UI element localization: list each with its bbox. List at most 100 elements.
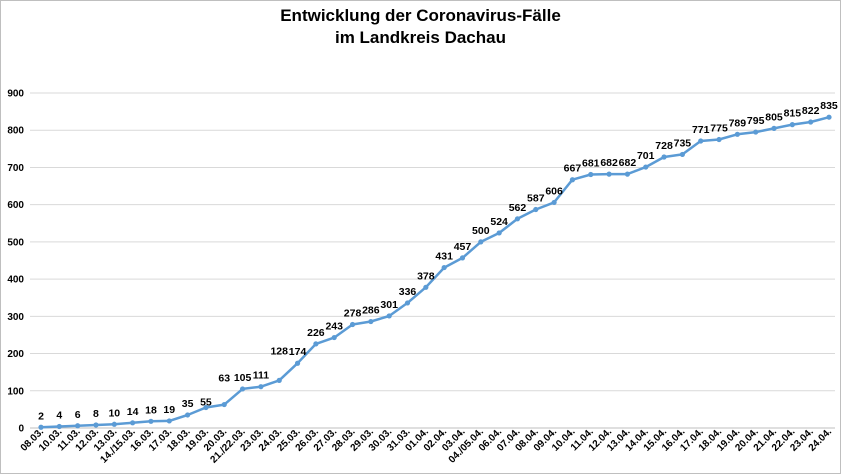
data-label: 701	[637, 150, 655, 162]
data-point	[368, 318, 374, 325]
y-axis-ticks: 0 100 200 300 400 500 600 700 800 900	[7, 89, 24, 435]
data-label: 431	[435, 251, 453, 263]
data-point	[551, 199, 557, 206]
data-label: 667	[564, 163, 582, 175]
data-point	[130, 420, 136, 426]
data-point	[698, 138, 704, 144]
data-label: 105	[234, 372, 252, 384]
data-point	[404, 300, 411, 306]
y-tick-label: 100	[7, 386, 24, 397]
data-point	[313, 341, 319, 347]
y-tick-label: 900	[7, 89, 24, 100]
chart-title-line1: Entwicklung der Coronavirus-Fälle	[280, 6, 561, 25]
data-point	[496, 230, 502, 236]
series-cases	[38, 114, 832, 430]
data-point	[221, 401, 227, 408]
data-label: 457	[454, 241, 472, 253]
y-tick-label: 300	[7, 312, 24, 323]
data-label: 775	[710, 123, 728, 135]
data-label: 111	[253, 370, 270, 382]
data-point	[606, 171, 612, 177]
data-label: 14	[127, 406, 139, 418]
data-label: 681	[582, 158, 600, 170]
data-label: 10	[108, 407, 120, 419]
series-line	[40, 115, 830, 429]
data-point	[148, 418, 154, 424]
chart-title-line2: im Landkreis Dachau	[334, 28, 506, 47]
data-point	[478, 239, 484, 245]
data-label: 174	[289, 346, 307, 358]
data-label: 771	[692, 124, 710, 136]
data-point	[441, 264, 447, 271]
data-point	[331, 334, 337, 341]
data-label: 8	[93, 408, 99, 420]
data-label: 336	[399, 286, 417, 298]
data-label: 286	[362, 305, 380, 317]
y-tick-label: 400	[7, 275, 24, 286]
data-label: 35	[182, 398, 194, 410]
data-point	[643, 164, 649, 170]
data-label: 524	[490, 216, 508, 228]
y-tick-label: 500	[7, 237, 24, 248]
data-label: 562	[509, 202, 527, 214]
data-point	[514, 216, 521, 222]
data-label: 301	[380, 299, 398, 311]
data-point	[56, 423, 62, 430]
data-label: 128	[270, 345, 288, 357]
data-point	[386, 313, 392, 319]
data-label: 795	[747, 115, 765, 127]
data-label: 278	[344, 308, 362, 320]
data-label: 835	[820, 100, 838, 112]
data-label: 822	[802, 105, 820, 117]
data-point	[459, 255, 466, 261]
data-point	[349, 321, 356, 328]
data-point	[203, 404, 209, 411]
chart-title: Entwicklung der Coronavirus-Fälle im Lan…	[0, 5, 841, 49]
data-point	[533, 206, 539, 213]
data-label: 378	[417, 270, 435, 282]
y-tick-label: 0	[18, 424, 24, 435]
data-label: 4	[56, 410, 62, 422]
data-point	[661, 154, 667, 160]
data-label: 19	[163, 404, 175, 416]
data-point	[771, 125, 777, 131]
x-axis-ticks: 08.03.10.03.11.03.12.03.13.03.14./15.03.…	[19, 426, 835, 465]
data-label: 63	[218, 373, 230, 385]
data-point	[75, 423, 81, 429]
data-label: 789	[729, 117, 747, 129]
data-label: 682	[619, 157, 637, 169]
data-point	[753, 129, 759, 135]
data-point	[716, 136, 722, 143]
y-tick-label: 800	[7, 126, 24, 137]
data-label: 682	[600, 157, 618, 169]
data-point	[239, 386, 246, 392]
data-label: 735	[674, 137, 692, 149]
y-tick-label: 200	[7, 349, 24, 360]
data-label: 226	[307, 327, 325, 339]
data-point	[624, 171, 631, 177]
data-label: 805	[765, 111, 783, 123]
data-point	[166, 418, 172, 424]
data-point	[679, 151, 685, 158]
data-label: 500	[472, 225, 490, 237]
y-tick-label: 600	[7, 200, 24, 211]
data-label: 2	[38, 410, 44, 422]
data-point	[734, 131, 740, 137]
data-label: 728	[655, 140, 673, 152]
data-point	[185, 412, 191, 418]
data-label: 55	[200, 397, 212, 409]
data-point	[423, 284, 429, 290]
gridlines	[30, 92, 835, 429]
data-point	[789, 122, 795, 128]
data-point	[111, 421, 117, 427]
data-label: 243	[325, 321, 343, 333]
data-point	[38, 424, 44, 430]
y-tick-label: 700	[7, 163, 24, 174]
data-point	[276, 377, 282, 383]
data-point	[826, 114, 832, 120]
data-label: 6	[75, 409, 81, 421]
data-label: 587	[527, 193, 545, 205]
